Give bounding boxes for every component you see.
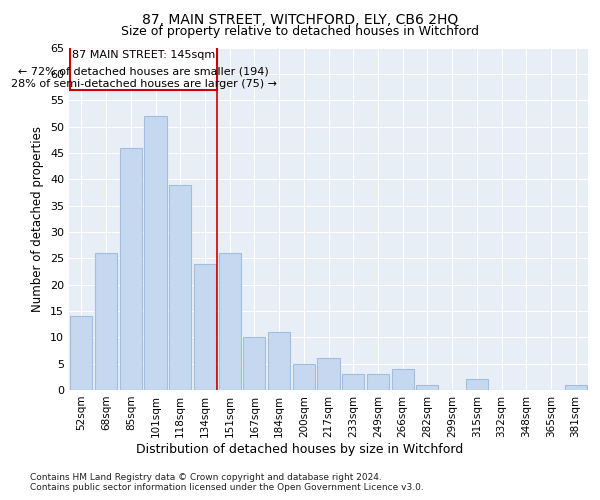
Bar xyxy=(70,316,92,390)
Text: Contains HM Land Registry data © Crown copyright and database right 2024.: Contains HM Land Registry data © Crown c… xyxy=(30,472,382,482)
Bar xyxy=(565,384,587,390)
Bar xyxy=(194,264,216,390)
Text: Contains public sector information licensed under the Open Government Licence v3: Contains public sector information licen… xyxy=(30,484,424,492)
Bar xyxy=(169,184,191,390)
Text: Distribution of detached houses by size in Witchford: Distribution of detached houses by size … xyxy=(136,442,464,456)
Text: 87, MAIN STREET, WITCHFORD, ELY, CB6 2HQ: 87, MAIN STREET, WITCHFORD, ELY, CB6 2HQ xyxy=(142,12,458,26)
Bar xyxy=(317,358,340,390)
Bar xyxy=(342,374,364,390)
Bar xyxy=(95,253,117,390)
Y-axis label: Number of detached properties: Number of detached properties xyxy=(31,126,44,312)
Text: 87 MAIN STREET: 145sqm: 87 MAIN STREET: 145sqm xyxy=(72,50,215,60)
Bar xyxy=(268,332,290,390)
Bar xyxy=(466,380,488,390)
Bar xyxy=(145,116,167,390)
Text: Size of property relative to detached houses in Witchford: Size of property relative to detached ho… xyxy=(121,25,479,38)
Bar xyxy=(392,369,414,390)
Bar xyxy=(218,253,241,390)
Bar xyxy=(293,364,315,390)
Bar xyxy=(416,384,439,390)
Bar xyxy=(70,48,217,90)
Text: ← 72% of detached houses are smaller (194): ← 72% of detached houses are smaller (19… xyxy=(19,66,269,76)
Bar xyxy=(367,374,389,390)
Bar xyxy=(119,148,142,390)
Text: 28% of semi-detached houses are larger (75) →: 28% of semi-detached houses are larger (… xyxy=(11,80,277,90)
Bar xyxy=(243,338,265,390)
